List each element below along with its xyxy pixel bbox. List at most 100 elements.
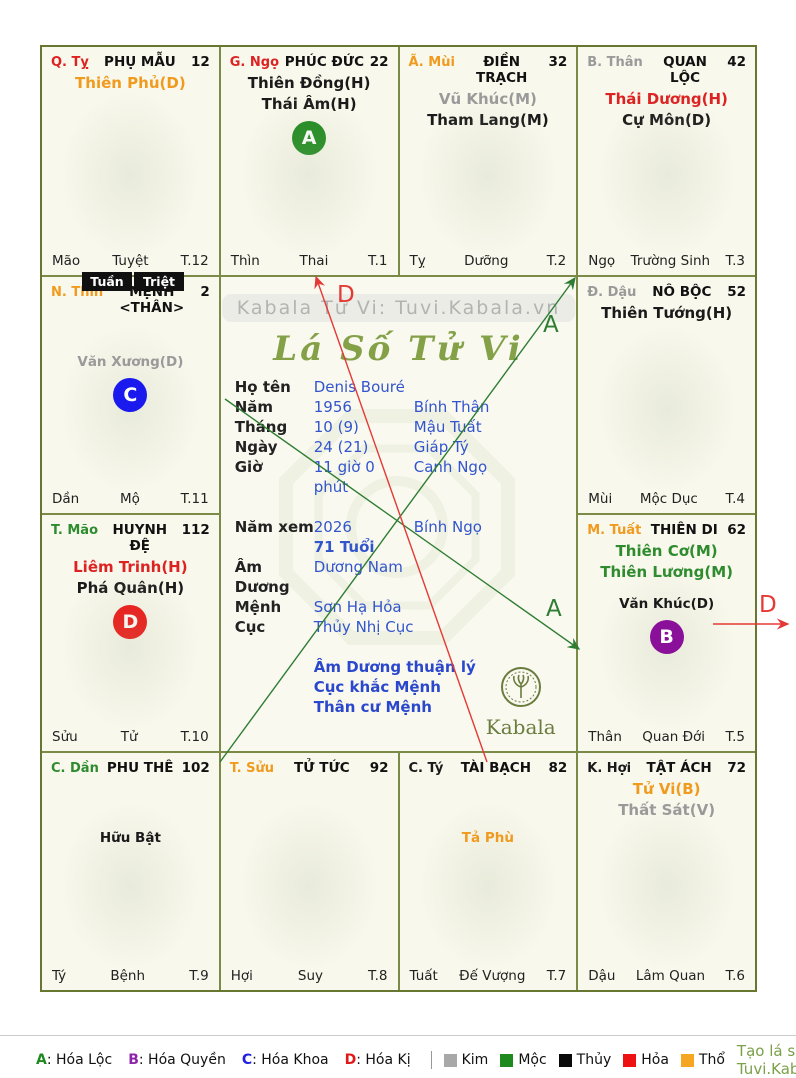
stem-branch-label: T. Sửu <box>229 761 274 776</box>
credit-link[interactable]: Tạo lá số: Tuvi.Kabala.vn <box>736 1042 796 1078</box>
info-value: 2026 <box>313 518 352 536</box>
star-label: Tham Lang(M) <box>427 111 549 129</box>
legend-hoa: Hỏa <box>623 1052 669 1068</box>
tho-color-swatch <box>680 1053 694 1067</box>
legend-hoa-khoa: C: Hóa Khoa <box>241 1052 329 1068</box>
legend-moc: Mộc <box>500 1052 547 1068</box>
t-index-label: T.1 <box>367 253 388 269</box>
info-row: 71 Tuổi <box>235 537 490 557</box>
site-watermark: Kabala Tử Vi: Tuvi.Kabala.vn <box>221 294 576 322</box>
minor-stars: Văn Xương(D) C <box>42 353 219 412</box>
arrow-letter-a: A <box>543 312 559 338</box>
info-row: Năm 1956 Bính Thân <box>235 397 490 417</box>
palace-name: NÔ BỘC <box>652 284 712 300</box>
minor-stars: Hữu Bật <box>42 829 219 848</box>
palace-cell-no-boc: Đ. Dậu NÔ BỘC 52 Thiên Tướng(H) Mùi Mộc … <box>578 277 755 513</box>
stem-branch-label: C. Tý <box>408 761 444 776</box>
kabala-logo-text: Kabala <box>485 715 556 739</box>
palace-name: PHỤ MẪU <box>104 54 176 70</box>
palace-footer: Thìn Thai T.1 <box>231 253 388 269</box>
badge-d-hoa-ki: D <box>113 605 148 639</box>
note-line: Cục khắc Mệnh <box>313 678 441 696</box>
branch-label: Dần <box>52 491 80 507</box>
life-stage-label: Bệnh <box>110 968 146 984</box>
stem-branch-label: M. Tuất <box>587 523 642 538</box>
t-index-label: T.2 <box>546 253 567 269</box>
info-row: Giờ 11 giờ 0 phút Canh Ngọ <box>235 457 490 497</box>
star-label: Thiên Cơ(M) <box>615 542 718 560</box>
legend-hoa-quyen: B: Hóa Quyền <box>128 1052 226 1068</box>
info-row: Âm Dương Dương Nam <box>235 557 490 597</box>
info-row: Ngày 24 (21) Giáp Tý <box>235 437 490 457</box>
info-row: Tháng 10 (9) Mậu Tuất <box>235 417 490 437</box>
t-index-label: T.12 <box>180 253 209 269</box>
palace-cell-thien-di: M. Tuất THIÊN DI 62 Thiên Cơ(M) Thiên Lư… <box>578 515 755 751</box>
branch-label: Dậu <box>588 968 616 984</box>
branch-label: Thìn <box>230 253 260 269</box>
major-stars: Tử Vi(B) Thất Sát(V) <box>578 779 755 821</box>
major-stars: Thái Dương(H) Cự Môn(D) <box>578 89 755 131</box>
branch-label: Hợi <box>230 968 253 984</box>
note-line: Thân cư Mệnh <box>313 698 432 716</box>
branch-label: Ngọ <box>588 253 616 269</box>
palace-header: T. Mão HUYNH ĐỆ 112 <box>42 515 219 554</box>
destiny-notes: Âm Dương thuận lý Cục khắc Mệnh Thân cư … <box>314 657 490 717</box>
palace-number: 42 <box>727 54 746 70</box>
t-index-label: T.9 <box>189 968 209 984</box>
branch-label: Sửu <box>52 729 78 745</box>
info-label: Cục <box>234 618 266 636</box>
star-label: Tả Phù <box>461 830 514 846</box>
life-stage-label: Thai <box>299 253 329 269</box>
triet-badge: Triệt <box>134 272 184 291</box>
palace-cell-tai-bach: C. Tý TÀI BẠCH 82 Tả Phù Tuất Đế Vượng T… <box>399 753 577 990</box>
t-index-label: T.10 <box>180 729 209 745</box>
star-label: Thiên Đồng(H) <box>247 74 371 92</box>
stem-branch-label: Q. Tỵ <box>51 55 89 70</box>
palace-number: 32 <box>548 54 568 70</box>
note-line: Âm Dương thuận lý <box>313 658 476 676</box>
legend-hoa-ki: D: Hóa Kị <box>344 1052 411 1068</box>
major-stars: Liêm Trinh(H) Phá Quân(H) <box>42 557 219 599</box>
t-index-label: T.6 <box>725 968 745 984</box>
palace-number: 2 <box>200 284 210 300</box>
life-stage-label: Trường Sinh <box>630 253 711 269</box>
major-stars: Thiên Đồng(H) Thái Âm(H) <box>221 73 398 115</box>
palace-cell-phu-mau: Q. Tỵ PHỤ MẪU 12 Thiên Phủ(D) Mão Tuyệt … <box>42 47 219 275</box>
palace-name: THIÊN DI <box>650 522 718 538</box>
info-value: Sơn Hạ Hỏa <box>313 598 402 616</box>
info-value-canchi: Canh Ngọ <box>413 458 488 476</box>
legend-hoa-loc: A: Hóa Lộc <box>36 1052 113 1068</box>
info-label: Năm <box>234 398 274 416</box>
palace-footer: Sửu Tử T.10 <box>52 729 209 745</box>
footer-legend: A: Hóa Lộc B: Hóa Quyền C: Hóa Khoa D: H… <box>36 1042 796 1078</box>
star-label: Cự Môn(D) <box>622 111 712 129</box>
arrow-letter-a: A <box>546 596 562 622</box>
palace-header: Ã. Mùi ĐIỀN TRẠCH 32 <box>400 47 577 86</box>
palace-name: QUAN LỘC <box>663 54 707 86</box>
star-label: Văn Xương(D) <box>77 354 184 370</box>
palace-footer: Tỵ Dưỡng T.2 <box>410 253 567 269</box>
palace-header: M. Tuất THIÊN DI 62 <box>578 515 755 538</box>
palace-footer: Tý Bệnh T.9 <box>52 968 209 984</box>
major-stars: Thiên Phủ(D) <box>42 73 219 94</box>
star-label: Tử Vi(B) <box>632 780 701 798</box>
life-stage-label: Đế Vượng <box>459 968 526 984</box>
palace-name: PHÚC ĐỨC <box>284 54 364 70</box>
horse-zodiac-watermark-icon <box>239 89 380 260</box>
legend-letter: C <box>241 1052 253 1068</box>
rat-zodiac-watermark-icon <box>417 800 558 971</box>
info-value: Dương Nam <box>313 558 403 576</box>
palace-cell-menh: N. Thìn MỆNH <THÂN> 2 Văn Xương(D) C Dần… <box>42 277 219 513</box>
age-value: 71 Tuổi <box>313 538 375 556</box>
legend-kim: Kim <box>443 1052 488 1068</box>
star-label: Văn Khúc(D) <box>619 596 715 612</box>
info-value: 24 (21) <box>313 438 369 456</box>
stem-branch-label: C. Dần <box>51 761 99 776</box>
palace-header: G. Ngọ PHÚC ĐỨC 22 <box>221 47 398 70</box>
palace-cell-tu-tuc: T. Sửu TỬ TỨC 92 Hợi Suy T.8 <box>220 753 398 990</box>
palace-cell-quan-loc: B. Thân QUAN LỘC 42 Thái Dương(H) Cự Môn… <box>578 47 755 275</box>
life-stage-label: Quan Đới <box>642 729 706 745</box>
info-value-canchi: Bính Thân <box>413 398 490 416</box>
legend-thuy: Thủy <box>558 1052 611 1068</box>
legend-letter: D <box>344 1052 357 1068</box>
